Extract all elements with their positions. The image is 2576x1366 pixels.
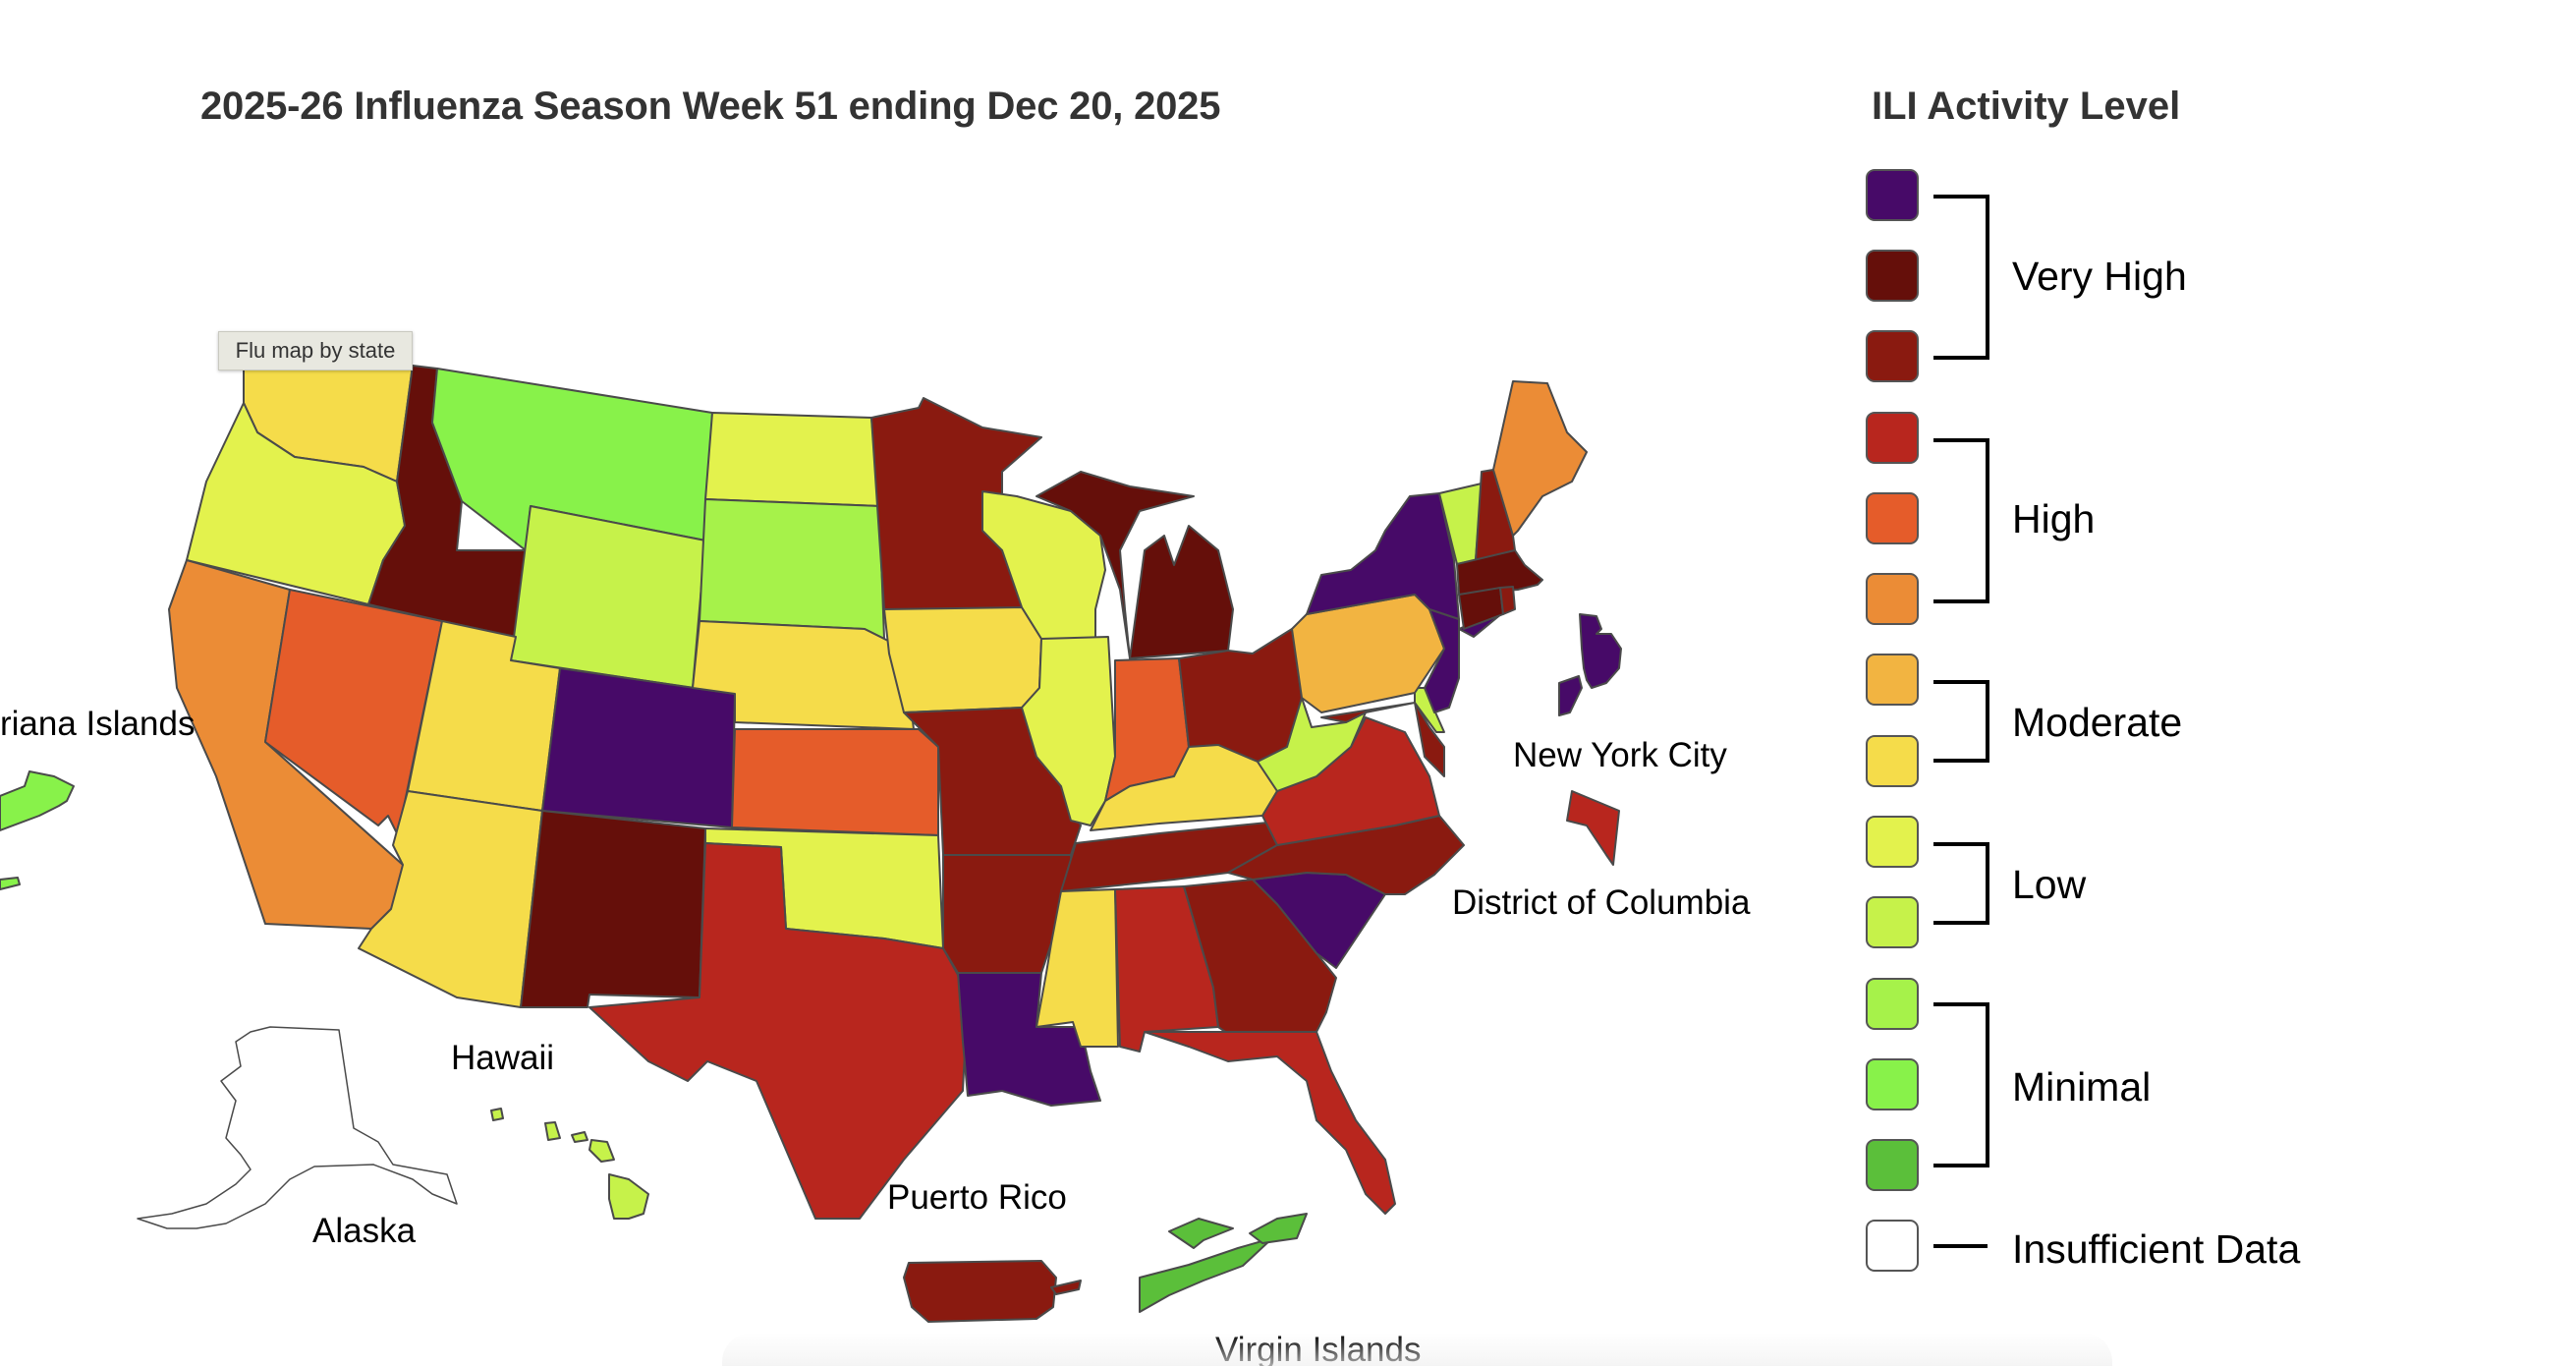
- territory-virgin-islands-st-croix[interactable]: [1139, 1237, 1273, 1313]
- state-hawaii-kauai[interactable]: [490, 1108, 504, 1121]
- map-title: 2025-26 Influenza Season Week 51 ending …: [200, 85, 1221, 128]
- state-illinois[interactable]: [1021, 636, 1116, 826]
- state-maine[interactable]: [1492, 380, 1588, 537]
- state-texas[interactable]: [588, 842, 969, 1220]
- inset-territories: [0, 613, 1622, 1323]
- region-labels: riana Islands New York City District of …: [0, 705, 1751, 1366]
- label-puerto-rico: Puerto Rico: [887, 1178, 1067, 1217]
- state-north-dakota[interactable]: [704, 412, 880, 507]
- legend-bracket-minimal: [1933, 1002, 1989, 1167]
- label-alaska: Alaska: [312, 1212, 417, 1250]
- state-maryland[interactable]: [1320, 702, 1445, 777]
- territory-northern-mariana-islands[interactable]: [0, 770, 75, 831]
- state-connecticut[interactable]: [1458, 587, 1504, 630]
- label-hawaii: Hawaii: [451, 1039, 554, 1077]
- legend-swatch-level-2: [1866, 1058, 1919, 1110]
- legend-swatch-level-8: [1866, 573, 1919, 625]
- legend-swatch-level-10: [1866, 412, 1919, 464]
- state-new-mexico[interactable]: [520, 810, 706, 1008]
- legend-swatch-level-1: [1866, 1139, 1919, 1191]
- legend-swatch-level-5: [1866, 816, 1919, 868]
- legend-swatch-level-4: [1866, 896, 1919, 948]
- territory-puerto-rico[interactable]: [903, 1260, 1057, 1323]
- state-louisiana[interactable]: [957, 972, 1101, 1107]
- legend-label-moderate: Moderate: [2012, 700, 2183, 745]
- legend-bracket-high: [1933, 438, 1989, 603]
- legend-swatch-level-11: [1866, 330, 1919, 382]
- legend-swatch-level-9: [1866, 492, 1919, 544]
- state-kansas[interactable]: [731, 728, 939, 836]
- state-iowa[interactable]: [883, 606, 1042, 713]
- legend-swatch-level-6: [1866, 735, 1919, 787]
- state-new-york[interactable]: [1306, 492, 1460, 620]
- legend-swatch-level-12: [1866, 250, 1919, 302]
- state-nebraska[interactable]: [692, 620, 915, 730]
- legend-bracket-moderate: [1933, 680, 1989, 763]
- legend-dash-insufficient: [1933, 1244, 1988, 1248]
- territory-puerto-rico-vieques[interactable]: [1050, 1280, 1082, 1295]
- state-hawaii-maui[interactable]: [588, 1139, 615, 1163]
- state-hawaii-molokai[interactable]: [571, 1131, 588, 1143]
- legend-label-insufficient-data: Insufficient Data: [2012, 1226, 2301, 1272]
- region-new-york-city[interactable]: [1579, 613, 1622, 689]
- legend-label-very-high: Very High: [2012, 254, 2187, 299]
- map-tooltip: Flu map by state: [218, 331, 413, 370]
- region-district-of-columbia[interactable]: [1566, 790, 1620, 866]
- label-new-york-city: New York City: [1513, 736, 1727, 774]
- state-colorado[interactable]: [541, 667, 736, 828]
- state-rhode-island[interactable]: [1499, 586, 1516, 615]
- legend-label-low: Low: [2012, 862, 2087, 907]
- legend-label-minimal: Minimal: [2012, 1064, 2152, 1110]
- state-wisconsin[interactable]: [981, 490, 1106, 640]
- legend-bracket-low: [1933, 842, 1989, 925]
- state-delaware[interactable]: [1414, 687, 1445, 733]
- state-florida[interactable]: [1144, 1031, 1396, 1215]
- state-shapes: [168, 358, 1588, 1220]
- state-michigan[interactable]: [1036, 471, 1234, 659]
- legend-swatch-level-13: [1866, 169, 1919, 221]
- legend-swatch-level-3: [1866, 978, 1919, 1030]
- legend-bracket-very-high: [1933, 195, 1989, 360]
- state-hawaii-oahu[interactable]: [544, 1121, 561, 1141]
- state-new-hampshire[interactable]: [1475, 469, 1516, 561]
- legend-swatch-level-7: [1866, 654, 1919, 706]
- bottom-fade: [722, 1333, 2112, 1366]
- territory-northern-mariana-islands-2[interactable]: [0, 877, 21, 890]
- label-district-of-columbia: District of Columbia: [1452, 883, 1751, 922]
- legend-label-high: High: [2012, 496, 2096, 541]
- label-northern-mariana-islands: riana Islands: [0, 705, 195, 743]
- state-hawaii-big-island[interactable]: [608, 1173, 649, 1220]
- state-alaska: [137, 1026, 458, 1229]
- state-south-dakota[interactable]: [699, 498, 885, 640]
- territory-virgin-islands-st-thomas[interactable]: [1168, 1218, 1234, 1249]
- territory-virgin-islands-st-john[interactable]: [1249, 1213, 1308, 1244]
- legend-swatch-insufficient: [1866, 1220, 1919, 1272]
- legend-title: ILI Activity Level: [1872, 85, 2181, 128]
- region-new-york-city-staten[interactable]: [1558, 675, 1583, 716]
